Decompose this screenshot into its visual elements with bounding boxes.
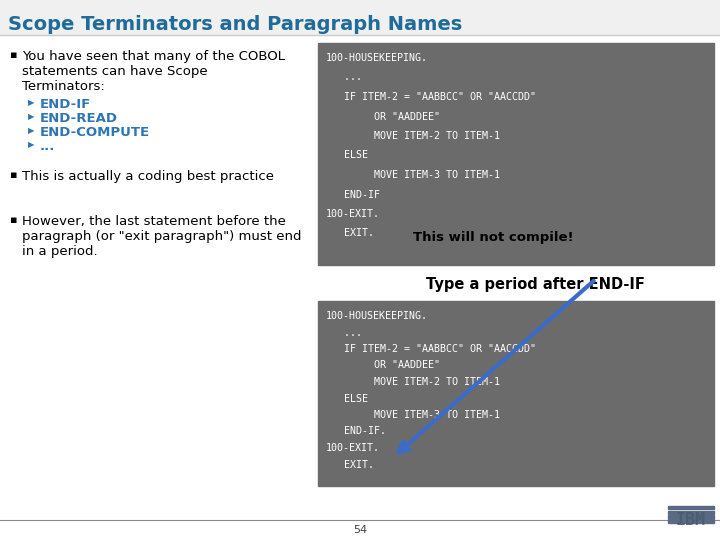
Text: IF ITEM-2 = "AABBCC" OR "AACCDD": IF ITEM-2 = "AABBCC" OR "AACCDD" xyxy=(326,92,536,102)
Text: 54: 54 xyxy=(353,525,367,535)
Text: paragraph (or "exit paragraph") must end: paragraph (or "exit paragraph") must end xyxy=(22,230,302,243)
Text: 100-EXIT.: 100-EXIT. xyxy=(326,209,380,219)
Text: END-COMPUTE: END-COMPUTE xyxy=(40,126,150,139)
Text: Terminators:: Terminators: xyxy=(22,80,104,93)
Text: ...: ... xyxy=(326,327,362,338)
Text: This will not compile!: This will not compile! xyxy=(413,231,574,244)
Text: IF ITEM-2 = "AABBCC" OR "AACCDD": IF ITEM-2 = "AABBCC" OR "AACCDD" xyxy=(326,344,536,354)
Bar xyxy=(668,506,714,509)
Text: ▶: ▶ xyxy=(28,126,35,135)
Text: ▶: ▶ xyxy=(28,98,35,107)
Bar xyxy=(0,0,720,35)
Text: OR "AADDEE": OR "AADDEE" xyxy=(326,111,440,122)
Text: ▪: ▪ xyxy=(10,170,17,180)
Text: 100-EXIT.: 100-EXIT. xyxy=(326,443,380,453)
Bar xyxy=(318,301,714,486)
Text: END-IF.: END-IF. xyxy=(326,427,386,436)
Bar xyxy=(668,515,714,518)
Text: ...: ... xyxy=(40,140,55,153)
Text: You have seen that many of the COBOL: You have seen that many of the COBOL xyxy=(22,50,285,63)
Text: ELSE: ELSE xyxy=(326,394,368,403)
Text: Scope Terminators and Paragraph Names: Scope Terminators and Paragraph Names xyxy=(8,15,462,33)
Text: MOVE ITEM-3 TO ITEM-1: MOVE ITEM-3 TO ITEM-1 xyxy=(326,410,500,420)
Text: MOVE ITEM-3 TO ITEM-1: MOVE ITEM-3 TO ITEM-1 xyxy=(326,170,500,180)
Text: END-IF: END-IF xyxy=(40,98,91,111)
Text: ▶: ▶ xyxy=(28,112,35,121)
Text: OR "AADDEE": OR "AADDEE" xyxy=(326,361,440,370)
Text: ▶: ▶ xyxy=(28,140,35,149)
Text: 100-HOUSEKEEPING.: 100-HOUSEKEEPING. xyxy=(326,311,428,321)
Text: MOVE ITEM-2 TO ITEM-1: MOVE ITEM-2 TO ITEM-1 xyxy=(326,131,500,141)
Text: ▪: ▪ xyxy=(10,50,17,60)
Text: Type a period after END-IF: Type a period after END-IF xyxy=(426,277,645,292)
Bar xyxy=(318,43,714,265)
Bar xyxy=(668,511,714,514)
Text: ELSE: ELSE xyxy=(326,151,368,160)
Text: ...: ... xyxy=(326,72,362,83)
Text: This is actually a coding best practice: This is actually a coding best practice xyxy=(22,170,274,183)
Text: However, the last statement before the: However, the last statement before the xyxy=(22,215,286,228)
Text: END-IF: END-IF xyxy=(326,190,380,199)
Text: IBM: IBM xyxy=(676,511,706,529)
Text: EXIT.: EXIT. xyxy=(326,460,374,469)
Text: MOVE ITEM-2 TO ITEM-1: MOVE ITEM-2 TO ITEM-1 xyxy=(326,377,500,387)
Text: 100-HOUSEKEEPING.: 100-HOUSEKEEPING. xyxy=(326,53,428,63)
Text: ▪: ▪ xyxy=(10,215,17,225)
Bar xyxy=(668,520,714,523)
Text: statements can have Scope: statements can have Scope xyxy=(22,65,207,78)
Text: EXIT.: EXIT. xyxy=(326,228,374,239)
Text: END-READ: END-READ xyxy=(40,112,118,125)
Text: in a period.: in a period. xyxy=(22,245,98,258)
